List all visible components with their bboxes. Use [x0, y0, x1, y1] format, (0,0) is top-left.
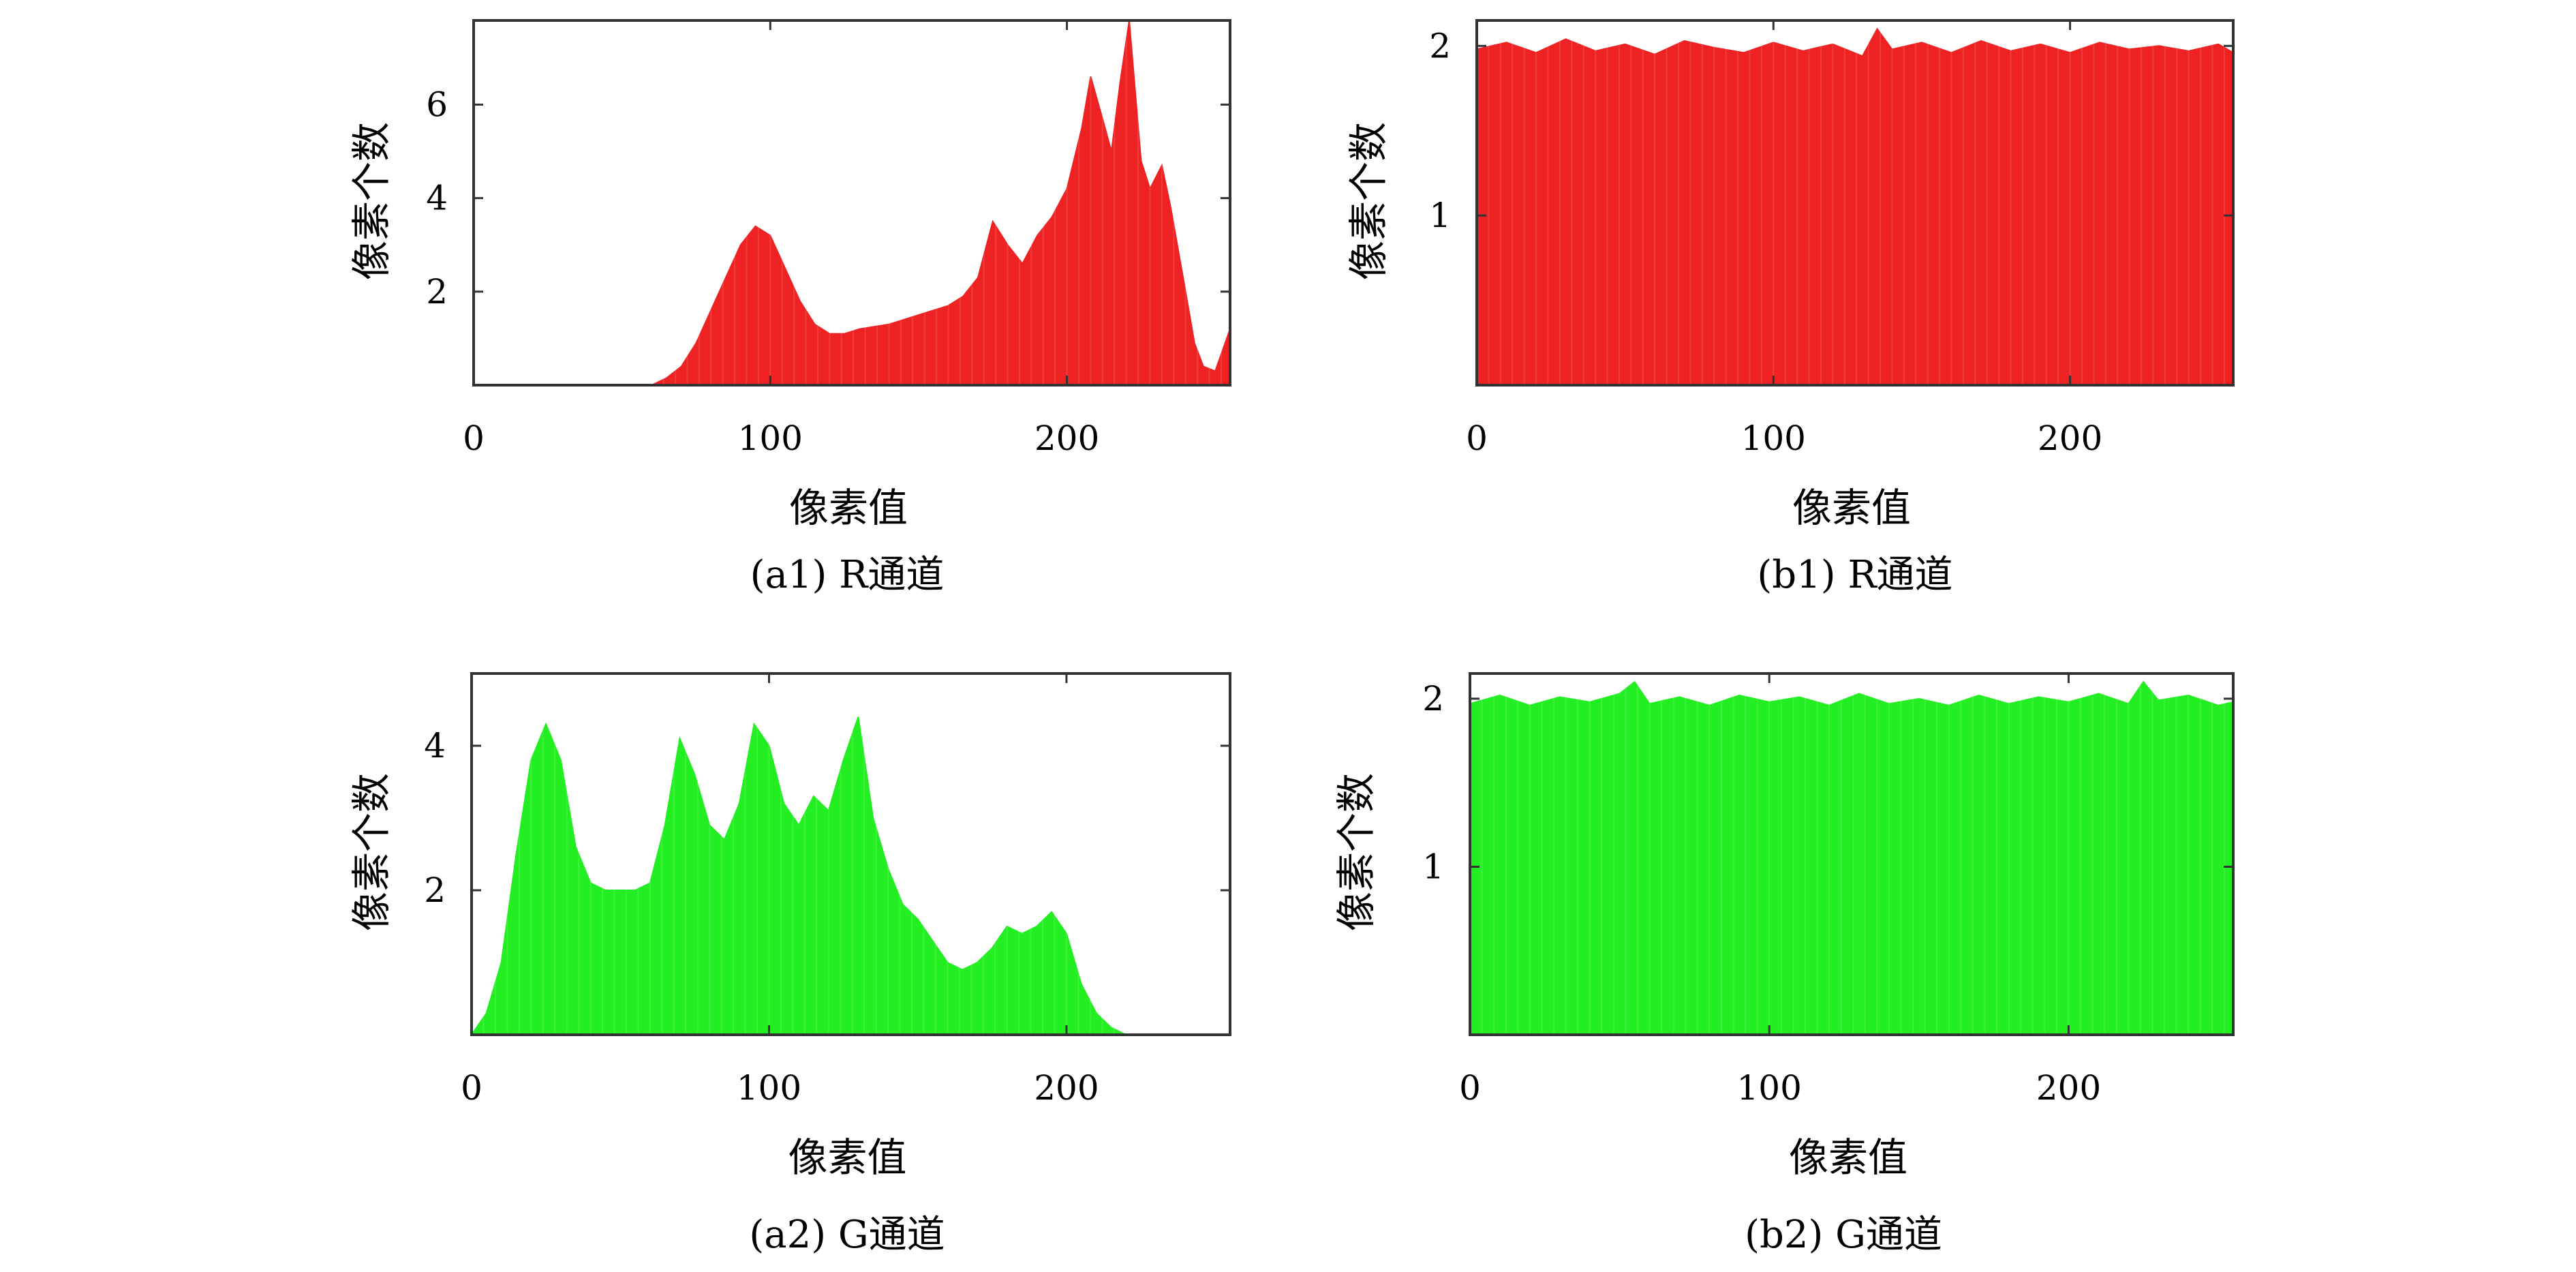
histogram-area-a2 [472, 716, 1141, 1035]
y-tick-label-2: 2 [424, 870, 446, 910]
y-axis-title-a1: 像素个数 [348, 122, 395, 280]
caption-a2: (a2) G通道 [749, 1213, 945, 1257]
plot-frame-b1 [1475, 19, 2235, 387]
x-axis-title-b2: 像素值 [1789, 1134, 1907, 1181]
caption-b2: (b2) G通道 [1745, 1213, 1942, 1257]
x-tick-label-100: 100 [738, 419, 803, 458]
y-tick-label-2: 2 [1422, 679, 1444, 718]
y-tick-label-2: 2 [426, 272, 448, 312]
x-tick-label-0: 0 [463, 419, 485, 458]
y-axis-title-b1: 像素个数 [1345, 122, 1392, 280]
y-tick-label-2: 2 [1429, 26, 1451, 65]
histogram-bar-stripes-b1 [1488, 20, 2225, 385]
x-axis-title-a2: 像素值 [788, 1134, 906, 1181]
caption-b1: (b1) R通道 [1757, 553, 1952, 597]
histogram-area-b2 [1470, 680, 2233, 1035]
histogram-bar-stripes-a1 [485, 20, 1222, 385]
x-tick-label-200: 200 [1034, 419, 1099, 458]
x-tick-label-100: 100 [737, 1068, 801, 1108]
histogram-bar-stripes-b2 [1481, 673, 2225, 1035]
y-axis-title-a2: 像素个数 [348, 773, 395, 931]
x-tick-label-0: 0 [1459, 1068, 1481, 1108]
plot-frame-b2 [1469, 672, 2235, 1036]
plot-frame-a1 [472, 19, 1231, 387]
y-axis-title-b2: 像素个数 [1333, 773, 1379, 931]
x-tick-label-100: 100 [1741, 419, 1806, 458]
x-tick-label-100: 100 [1736, 1068, 1801, 1108]
plot-frame-a2 [470, 672, 1231, 1036]
histogram-area-a1 [474, 20, 1230, 385]
x-axis-title-a1: 像素值 [789, 485, 908, 531]
y-tick-label-6: 6 [426, 85, 448, 124]
x-tick-label-0: 0 [1466, 419, 1488, 458]
y-tick-label-1: 1 [1429, 196, 1451, 235]
histogram-bar-stripes-a2 [482, 673, 1222, 1035]
x-axis-title-b1: 像素值 [1792, 485, 1911, 531]
y-tick-label-1: 1 [1422, 847, 1444, 886]
x-tick-label-200: 200 [2036, 1068, 2101, 1108]
y-tick-label-4: 4 [426, 179, 448, 218]
caption-a1: (a1) R通道 [750, 553, 945, 597]
y-tick-label-4: 4 [424, 726, 446, 766]
x-tick-label-200: 200 [2038, 419, 2102, 458]
x-tick-label-200: 200 [1034, 1068, 1099, 1108]
x-tick-label-0: 0 [461, 1068, 482, 1108]
histogram-area-b1 [1477, 27, 2233, 385]
